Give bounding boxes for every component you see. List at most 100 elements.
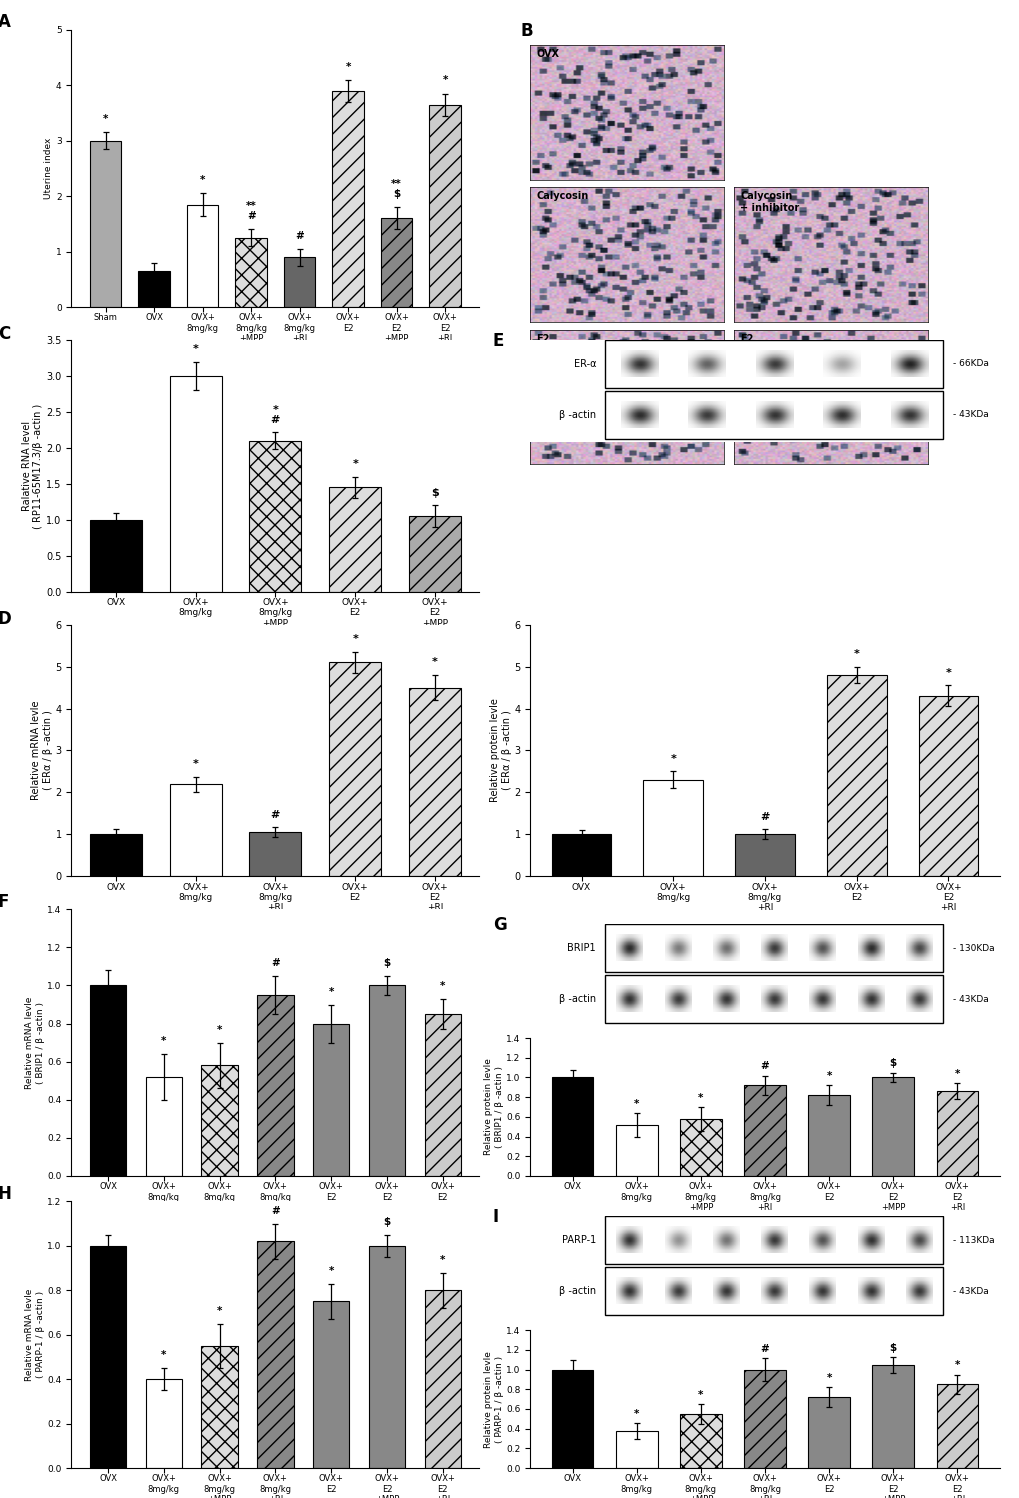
Text: #: #	[271, 957, 279, 968]
Bar	[90, 141, 121, 307]
Text: OVX: OVX	[536, 49, 558, 58]
Bar	[169, 376, 221, 592]
Bar	[369, 986, 405, 1176]
Bar	[871, 1365, 913, 1468]
Text: *: *	[825, 1071, 832, 1082]
Text: *: *	[697, 1390, 703, 1401]
Text: β -actin: β -actin	[558, 995, 595, 1004]
Text: *: *	[161, 1350, 166, 1360]
Bar	[332, 91, 364, 307]
Text: E: E	[492, 333, 503, 351]
Text: *: *	[439, 1254, 445, 1264]
Text: - 43KDa: - 43KDa	[952, 1287, 987, 1296]
FancyBboxPatch shape	[605, 975, 943, 1023]
Text: $: $	[889, 1342, 896, 1353]
Text: *: *	[442, 75, 447, 85]
Bar	[744, 1369, 785, 1468]
Text: *: *	[825, 1374, 832, 1383]
Text: *: *	[217, 1025, 222, 1035]
Text: *: *	[352, 458, 358, 469]
Text: **
#: ** #	[246, 201, 257, 222]
Bar	[90, 834, 142, 876]
Text: #: #	[271, 1206, 279, 1215]
Bar	[826, 676, 886, 876]
Bar	[935, 1384, 977, 1468]
Bar	[250, 833, 301, 876]
Bar	[551, 1369, 593, 1468]
Bar	[615, 1125, 657, 1176]
FancyBboxPatch shape	[605, 391, 943, 439]
Text: *: *	[954, 1070, 959, 1079]
Text: - 43KDa: - 43KDa	[952, 995, 987, 1004]
Bar	[380, 219, 412, 307]
Text: *: *	[193, 345, 199, 354]
Bar	[871, 1077, 913, 1176]
Text: A: A	[0, 13, 11, 31]
Text: B: B	[520, 22, 532, 40]
Text: *: *	[697, 1094, 703, 1103]
Bar	[329, 662, 381, 876]
Bar	[551, 834, 610, 876]
Y-axis label: Relative protein levle
( BRIP1 / β -actin ): Relative protein levle ( BRIP1 / β -acti…	[484, 1059, 503, 1155]
Y-axis label: Relative protein levle
( ERα / β -actin ): Relative protein levle ( ERα / β -actin …	[489, 698, 512, 803]
Bar	[257, 1242, 293, 1468]
Text: *: *	[161, 1037, 166, 1046]
Text: β -actin: β -actin	[558, 1287, 595, 1296]
Bar	[313, 1302, 348, 1468]
Y-axis label: Relative protein levle
( PARP-1 / β -actin ): Relative protein levle ( PARP-1 / β -act…	[484, 1351, 503, 1447]
Text: BRIP1: BRIP1	[567, 944, 595, 953]
Text: *: *	[439, 981, 445, 990]
Bar	[90, 520, 142, 592]
Text: *: *	[328, 1266, 333, 1276]
Text: ER-α: ER-α	[573, 360, 595, 369]
Bar	[615, 1431, 657, 1468]
Text: #: #	[294, 231, 304, 241]
Y-axis label: Relative mRNA levle
( PARP-1 / β -actin ): Relative mRNA levle ( PARP-1 / β -actin …	[25, 1288, 45, 1381]
FancyBboxPatch shape	[605, 340, 943, 388]
Bar	[250, 440, 301, 592]
Text: *: *	[954, 1360, 959, 1371]
Text: #: #	[270, 810, 280, 819]
Bar	[935, 1091, 977, 1176]
Text: *
#: * #	[270, 404, 280, 424]
Text: *: *	[345, 61, 351, 72]
Text: Calycosin: Calycosin	[536, 192, 588, 201]
Text: H: H	[0, 1185, 12, 1203]
Bar	[680, 1119, 721, 1176]
Bar	[90, 986, 126, 1176]
Text: E2
+ inhibitor: E2 + inhibitor	[740, 334, 799, 355]
Text: *: *	[634, 1100, 639, 1109]
Text: *: *	[193, 759, 199, 768]
Text: *: *	[669, 753, 676, 764]
Bar	[186, 205, 218, 307]
Text: *: *	[328, 987, 333, 996]
Bar	[202, 1065, 237, 1176]
Text: PARP-1: PARP-1	[561, 1236, 595, 1245]
Text: β -actin: β -actin	[558, 410, 595, 419]
Bar	[424, 1014, 461, 1176]
Text: *: *	[634, 1408, 639, 1419]
Y-axis label: Relative mRNA levle
( ERα / β -actin ): Relative mRNA levle ( ERα / β -actin )	[31, 701, 53, 800]
Text: #: #	[760, 1344, 768, 1354]
Bar	[329, 487, 381, 592]
Text: - 66KDa: - 66KDa	[952, 360, 987, 369]
Text: I: I	[492, 1209, 498, 1227]
Text: E2: E2	[536, 334, 549, 343]
Text: #: #	[760, 1062, 768, 1071]
Text: $: $	[383, 1216, 390, 1227]
Bar	[313, 1023, 348, 1176]
Bar	[680, 1414, 721, 1468]
Bar	[643, 780, 702, 876]
FancyBboxPatch shape	[605, 1267, 943, 1315]
Y-axis label: Uterine index: Uterine index	[44, 138, 53, 199]
Bar	[551, 1077, 593, 1176]
Text: *: *	[945, 668, 951, 679]
Bar	[409, 688, 461, 876]
Bar	[139, 271, 170, 307]
Text: $: $	[431, 488, 438, 497]
Bar	[146, 1077, 181, 1176]
FancyBboxPatch shape	[605, 924, 943, 972]
Text: $: $	[383, 957, 390, 968]
Bar	[918, 697, 977, 876]
Text: C: C	[0, 325, 10, 343]
